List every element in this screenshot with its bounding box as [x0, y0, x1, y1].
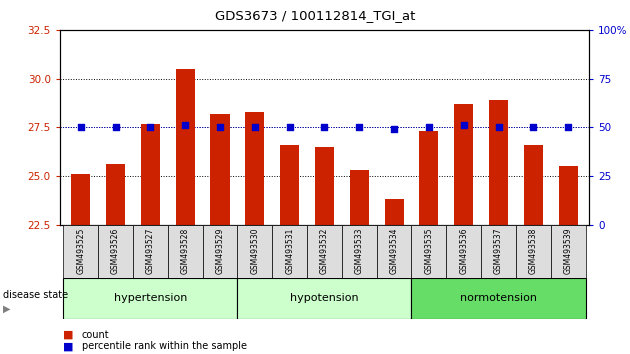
Bar	[315, 147, 334, 225]
Bar	[551, 225, 585, 278]
Point	[249, 125, 260, 130]
Text: GSM493527: GSM493527	[146, 227, 155, 274]
Point	[563, 125, 573, 130]
Point	[459, 122, 469, 128]
Point	[76, 125, 86, 130]
Text: GSM493528: GSM493528	[181, 227, 190, 274]
Text: count: count	[82, 330, 110, 339]
Text: GSM493533: GSM493533	[355, 227, 364, 274]
Text: GSM493532: GSM493532	[320, 227, 329, 274]
Point	[215, 125, 225, 130]
Point	[146, 125, 156, 130]
Bar	[384, 199, 404, 225]
Bar	[238, 225, 272, 278]
Bar	[411, 278, 585, 319]
Bar	[350, 170, 369, 225]
Point	[110, 125, 120, 130]
Text: ▶: ▶	[3, 304, 11, 314]
Bar	[238, 278, 411, 319]
Text: GSM493534: GSM493534	[389, 227, 399, 274]
Text: hypertension: hypertension	[113, 293, 187, 303]
Bar	[524, 145, 543, 225]
Point	[389, 126, 399, 132]
Text: normotension: normotension	[460, 293, 537, 303]
Bar	[272, 225, 307, 278]
Text: GSM493530: GSM493530	[250, 227, 260, 274]
Point	[285, 125, 295, 130]
Bar	[245, 112, 265, 225]
Point	[493, 125, 503, 130]
Bar	[203, 225, 238, 278]
Text: disease state: disease state	[3, 290, 68, 300]
Text: GDS3673 / 100112814_TGI_at: GDS3673 / 100112814_TGI_at	[215, 9, 415, 22]
Text: percentile rank within the sample: percentile rank within the sample	[82, 341, 247, 351]
Bar	[307, 225, 342, 278]
Bar	[446, 225, 481, 278]
Bar	[420, 131, 438, 225]
Bar	[454, 104, 473, 225]
Point	[354, 125, 364, 130]
Bar	[176, 69, 195, 225]
Text: ■: ■	[63, 330, 74, 339]
Text: GSM493526: GSM493526	[111, 227, 120, 274]
Bar	[133, 225, 168, 278]
Bar	[140, 124, 160, 225]
Bar	[342, 225, 377, 278]
Bar	[64, 278, 238, 319]
Text: ■: ■	[63, 341, 74, 351]
Bar	[168, 225, 203, 278]
Bar	[98, 225, 133, 278]
Bar	[210, 114, 229, 225]
Bar	[280, 145, 299, 225]
Text: hypotension: hypotension	[290, 293, 358, 303]
Bar	[377, 225, 411, 278]
Point	[319, 125, 329, 130]
Text: GSM493525: GSM493525	[76, 227, 85, 274]
Text: GSM493538: GSM493538	[529, 227, 538, 274]
Text: GSM493529: GSM493529	[215, 227, 224, 274]
Point	[424, 125, 434, 130]
Text: GSM493531: GSM493531	[285, 227, 294, 274]
Text: GSM493539: GSM493539	[564, 227, 573, 274]
Bar	[489, 100, 508, 225]
Bar	[516, 225, 551, 278]
Point	[529, 125, 539, 130]
Bar	[559, 166, 578, 225]
Bar	[64, 225, 98, 278]
Bar	[71, 174, 90, 225]
Text: GSM493535: GSM493535	[425, 227, 433, 274]
Text: GSM493536: GSM493536	[459, 227, 468, 274]
Bar	[411, 225, 446, 278]
Bar	[481, 225, 516, 278]
Text: GSM493537: GSM493537	[494, 227, 503, 274]
Bar	[106, 164, 125, 225]
Point	[180, 122, 190, 128]
